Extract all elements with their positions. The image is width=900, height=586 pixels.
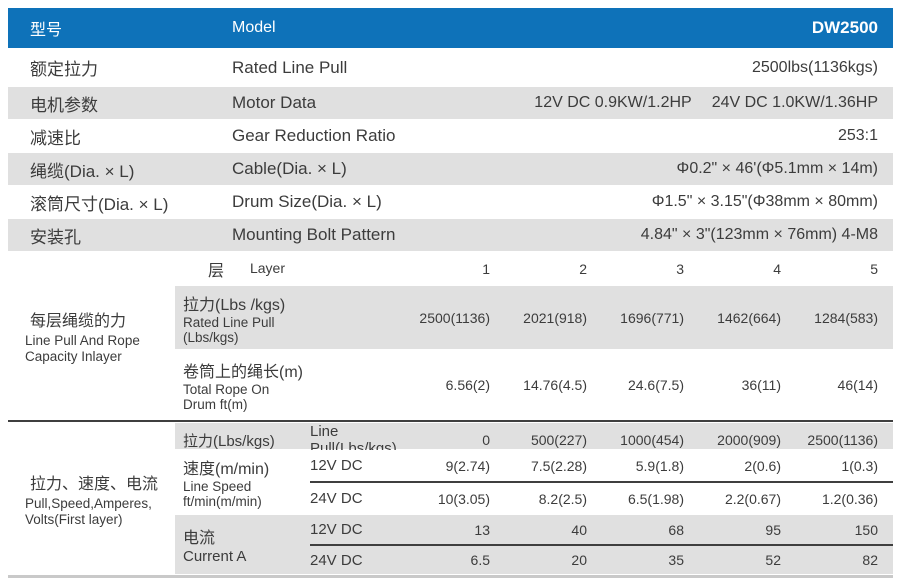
row-label-cn: 安装孔	[30, 227, 81, 247]
line-pull-header-row: 拉力(Lbs/kgs) Line Pull(Lbs/kgs) 0 500(227…	[175, 423, 893, 457]
row-label-en: Drum Size(Dia. × L)	[232, 192, 382, 211]
layer-1: 1	[482, 260, 490, 277]
pull-l1: 2500(1136)	[419, 309, 490, 326]
header-label-cn: 型号	[30, 22, 63, 39]
linepull-c3: 1000(454)	[620, 432, 684, 448]
layer-section-label: 每层绳缆的力 Line Pull And Rope Capacity Inlay…	[8, 252, 175, 419]
layer-capacity-section: 每层绳缆的力 Line Pull And Rope Capacity Inlay…	[8, 252, 893, 419]
rope-l4: 36(11)	[741, 376, 781, 393]
speed-label: 速度(m/min) Line Speed ft/min(m/min)	[183, 461, 270, 509]
spec-table: 型号 Model DW2500 额定拉力 Rated Line Pull 250…	[8, 8, 893, 578]
rated-pull-row: 拉力(Lbs /kgs) Rated Line Pull (Lbs/kgs) 2…	[175, 286, 893, 349]
layer-2: 2	[579, 260, 587, 277]
row-label-en: Mounting Bolt Pattern	[232, 225, 396, 244]
row-value: 2500lbs(1136kgs)	[751, 58, 878, 76]
spec-row-gear-ratio: 减速比 Gear Reduction Ratio 253:1	[8, 120, 893, 152]
spec-row-motor-data: 电机参数 Motor Data 12V DC 0.9KW/1.2HP 24V D…	[8, 87, 893, 119]
row-value-24v: 24V DC 1.0KW/1.36HP	[711, 94, 878, 111]
linepull-c2: 500(227)	[530, 432, 587, 448]
spec-row-rated-line-pull: 额定拉力 Rated Line Pull 2500lbs(1136kgs)	[8, 49, 893, 86]
table-bottom-line	[8, 575, 893, 578]
pull-l5: 1284(583)	[814, 309, 878, 326]
row-value-12v: 12V DC 0.9KW/1.2HP	[534, 94, 692, 111]
linepull-c4: 2000(909)	[717, 432, 781, 448]
pull-speed-current-section: 拉力、速度、电流 Pull,Speed,Amperes, Volts(First…	[8, 423, 893, 574]
row-label-cn: 额定拉力	[30, 60, 98, 79]
spec-row-cable: 绳缆(Dia. × L) Cable(Dia. × L) Φ0.2" × 46'…	[8, 153, 893, 185]
pull-speed-section-label: 拉力、速度、电流 Pull,Speed,Amperes, Volts(First…	[8, 423, 175, 574]
row-label-en: Motor Data	[232, 93, 317, 112]
layer-5: 5	[870, 260, 878, 277]
spec-row-drum-size: 滚筒尺寸(Dia. × L) Drum Size(Dia. × L) Φ1.5"…	[8, 186, 893, 218]
row-value: 253:1	[837, 127, 878, 144]
row-label-en: Rated Line Pull	[232, 57, 348, 77]
layer-4: 4	[773, 260, 781, 277]
current-label: 电流 Current A	[183, 529, 247, 565]
rope-l3: 24.6(7.5)	[627, 376, 684, 393]
pull-l3: 1696(771)	[620, 309, 684, 326]
rope-l5: 46(14)	[837, 376, 878, 393]
row-label-cn: 电机参数	[30, 95, 98, 115]
row-value: 4.84" × 3"(123mm × 76mm) 4-M8	[640, 226, 878, 243]
row-value: Φ0.2" × 46'(Φ5.1mm × 14m)	[676, 160, 878, 177]
layer-header-row: 层 Layer 1 2 3 4 5	[175, 252, 893, 285]
model-number: DW2500	[811, 18, 878, 37]
speed-12v-row: 12V DC 9(2.74) 7.5(2.28) 5.9(1.8) 2(0.6)…	[310, 457, 878, 474]
row-label-en: Gear Reduction Ratio	[232, 126, 396, 145]
current-divider-line	[310, 544, 893, 546]
row-label-cn: 滚筒尺寸(Dia. × L)	[30, 194, 169, 214]
layer-3: 3	[676, 260, 684, 277]
linepull-c5: 2500(1136)	[807, 432, 878, 448]
table-header-row: 型号 Model DW2500	[8, 8, 893, 48]
section-divider-line	[8, 420, 893, 422]
rope-l2: 14.76(4.5)	[523, 376, 587, 393]
current-24v-row: 24V DC 6.5 20 35 52 82	[310, 551, 878, 569]
row-value: Φ1.5" × 3.15"(Φ38mm × 80mm)	[651, 193, 878, 210]
row-label-cn: 绳缆(Dia. × L)	[30, 161, 135, 181]
current-12v-row: 12V DC 13 40 68 95 150	[310, 521, 878, 538]
speed-24v-row: 24V DC 10(3.05) 8.2(2.5) 6.5(1.98) 2.2(0…	[310, 490, 878, 507]
header-label-en: Model	[232, 19, 276, 36]
line-speed-block: 速度(m/min) Line Speed ft/min(m/min) 12V D…	[175, 450, 893, 514]
current-block: 电流 Current A 12V DC 13 40 68 95 150 24V …	[175, 515, 893, 574]
pull-l4: 1462(664)	[717, 309, 781, 326]
row-label-cn: 减速比	[30, 128, 81, 148]
linepull-c1: 0	[482, 432, 490, 448]
speed-divider-line	[310, 481, 893, 483]
rope-length-row: 卷筒上的绳长(m) Total Rope On Drum ft(m) 6.56(…	[175, 350, 893, 419]
rope-l1: 6.56(2)	[445, 376, 490, 393]
pull-l2: 2021(918)	[523, 309, 587, 326]
row-label-en: Cable(Dia. × L)	[232, 159, 347, 178]
spec-row-mounting-bolt: 安装孔 Mounting Bolt Pattern 4.84" × 3"(123…	[8, 219, 893, 251]
